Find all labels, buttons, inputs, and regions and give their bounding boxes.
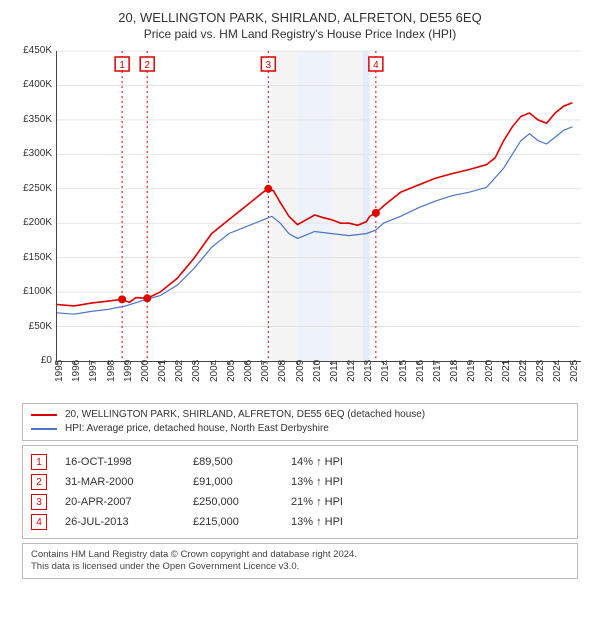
x-tick-label: 2021 [501,360,512,382]
sale-marker-box: 3 [261,57,275,71]
sale-point-marker [143,294,151,302]
sale-row-date: 31-MAR-2000 [65,476,175,488]
sale-row: 1 16-OCT-1998 £89,500 14% ↑ HPI [31,452,569,472]
sale-row-marker: 2 [31,474,47,490]
sale-row-marker: 1 [31,454,47,470]
page-subtitle: Price paid vs. HM Land Registry's House … [12,27,588,41]
x-tick-label: 1995 [54,360,65,382]
sale-row-marker: 4 [31,514,47,530]
x-tick-label: 2025 [569,360,580,382]
page-title: 20, WELLINGTON PARK, SHIRLAND, ALFRETON,… [12,10,588,25]
footer-line-1: Contains HM Land Registry data © Crown c… [31,549,569,561]
svg-text:2: 2 [144,60,150,71]
sale-row-marker: 3 [31,494,47,510]
x-tick-label: 1996 [71,360,82,382]
sale-point-marker [264,185,272,193]
sale-row-price: £215,000 [193,516,273,528]
y-tick-label: £300K [12,148,52,159]
svg-text:1: 1 [119,60,125,71]
sale-row-price: £91,000 [193,476,273,488]
shaded-band [363,51,370,361]
sale-point-marker [118,295,126,303]
legend-row: 20, WELLINGTON PARK, SHIRLAND, ALFRETON,… [31,408,569,422]
x-tick-label: 2007 [260,360,271,382]
x-tick-label: 2010 [312,360,323,382]
chart-svg: 1 2 3 4 [57,51,581,361]
sale-marker-box: 4 [369,57,383,71]
x-tick-label: 2001 [157,360,168,382]
sale-row-date: 26-JUL-2013 [65,516,175,528]
svg-text:4: 4 [373,60,379,71]
x-tick-label: 2024 [552,360,563,382]
x-tick-label: 2016 [415,360,426,382]
sale-row-price: £250,000 [193,496,273,508]
sale-row-diff: 14% ↑ HPI [291,456,371,468]
svg-text:3: 3 [266,60,272,71]
footer-line-2: This data is licensed under the Open Gov… [31,561,569,573]
legend-swatch [31,414,57,416]
x-tick-label: 2004 [209,360,220,382]
y-tick-label: £0 [12,355,52,366]
sale-row-date: 20-APR-2007 [65,496,175,508]
x-tick-label: 2014 [380,360,391,382]
x-tick-label: 2012 [346,360,357,382]
y-tick-label: £200K [12,217,52,228]
x-tick-label: 2011 [329,360,340,382]
x-tick-label: 2013 [363,360,374,382]
y-tick-label: £350K [12,114,52,125]
y-tick-label: £250K [12,183,52,194]
plot-area: 1234 19951996199719981999200020012002200… [56,51,581,362]
x-tick-label: 1997 [88,360,99,382]
x-tick-label: 2006 [243,360,254,382]
x-tick-label: 2009 [295,360,306,382]
y-tick-label: £400K [12,79,52,90]
y-tick-label: £50K [12,321,52,332]
x-tick-label: 1998 [106,360,117,382]
x-tick-label: 2003 [191,360,202,382]
x-tick-label: 2022 [518,360,529,382]
sale-row-price: £89,500 [193,456,273,468]
x-tick-label: 2023 [535,360,546,382]
y-tick-label: £450K [12,45,52,56]
legend-label: 20, WELLINGTON PARK, SHIRLAND, ALFRETON,… [65,408,425,422]
legend-swatch [31,428,57,430]
sale-point-marker [372,209,380,217]
legend: 20, WELLINGTON PARK, SHIRLAND, ALFRETON,… [22,403,578,441]
y-tick-label: £150K [12,252,52,263]
y-tick-label: £100K [12,286,52,297]
x-tick-label: 1999 [123,360,134,382]
sale-marker-box: 1 [115,57,129,71]
legend-label: HPI: Average price, detached house, Nort… [65,422,329,436]
shaded-band [298,51,332,361]
sale-row-diff: 13% ↑ HPI [291,516,371,528]
x-tick-label: 2020 [484,360,495,382]
x-tick-label: 2005 [226,360,237,382]
sale-row-date: 16-OCT-1998 [65,456,175,468]
x-tick-label: 2008 [277,360,288,382]
x-tick-label: 2000 [140,360,151,382]
x-tick-label: 2017 [432,360,443,382]
x-tick-label: 2018 [449,360,460,382]
x-tick-label: 2015 [398,360,409,382]
sale-row: 2 31-MAR-2000 £91,000 13% ↑ HPI [31,472,569,492]
price-chart: 1 2 3 4 1995 1996 1997 1998 1999 2000 2001 2002 200… [12,47,588,397]
sale-row: 4 26-JUL-2013 £215,000 13% ↑ HPI [31,512,569,532]
x-tick-label: 2019 [466,360,477,382]
sale-row: 3 20-APR-2007 £250,000 21% ↑ HPI [31,492,569,512]
x-tick-label: 2002 [174,360,185,382]
legend-row: HPI: Average price, detached house, Nort… [31,422,569,436]
sale-marker-box: 2 [140,57,154,71]
sales-table: 1 16-OCT-1998 £89,500 14% ↑ HPI 2 31-MAR-2000… [22,445,578,539]
footer-attribution: Contains HM Land Registry data © Crown c… [22,543,578,579]
sale-row-diff: 13% ↑ HPI [291,476,371,488]
sale-row-diff: 21% ↑ HPI [291,496,371,508]
